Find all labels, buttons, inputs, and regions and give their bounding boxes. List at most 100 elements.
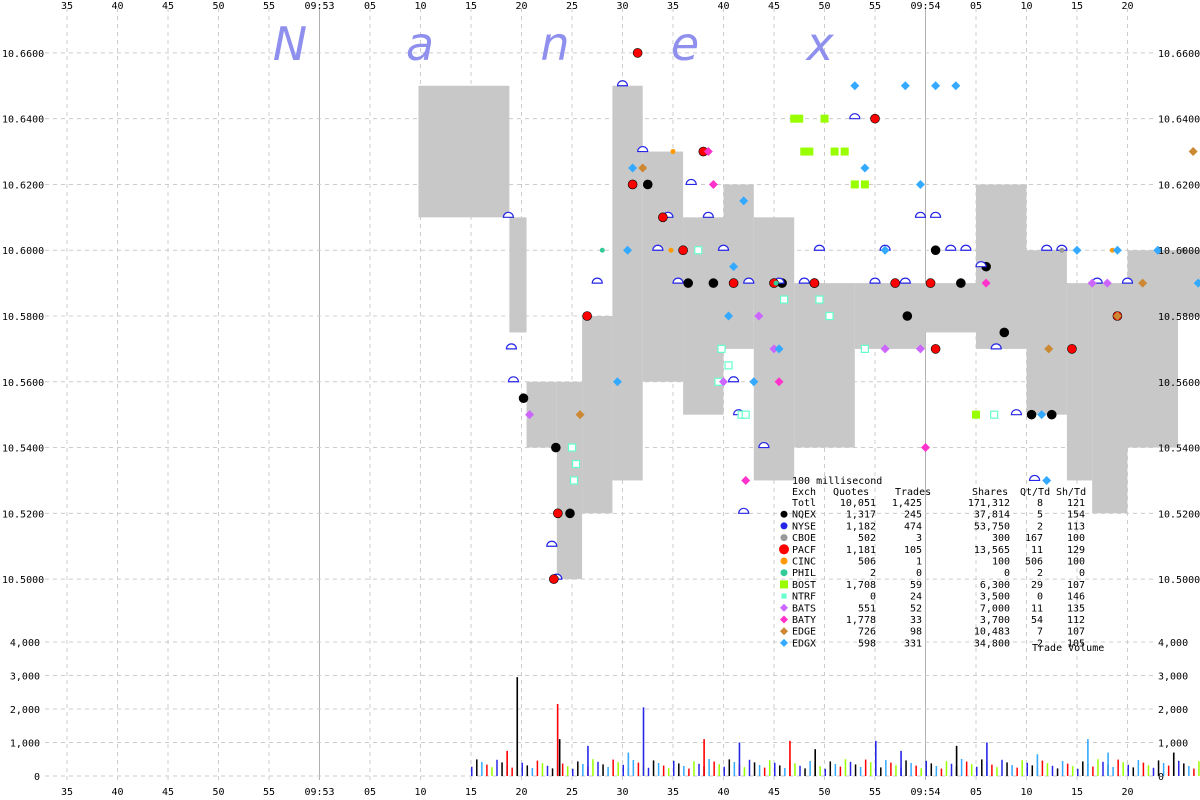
table-cell: 105 bbox=[904, 545, 922, 556]
table-cell: 1,317 bbox=[846, 510, 876, 521]
quote-point-nqex bbox=[565, 508, 575, 519]
x-tick-label-top: 35 bbox=[61, 1, 73, 12]
quote-point-ntrf bbox=[571, 459, 581, 469]
x-tick-label-bottom: 55 bbox=[263, 787, 275, 798]
quote-point-nqex bbox=[683, 278, 693, 288]
table-cell: 551 bbox=[858, 603, 876, 614]
volume-baseline-tick bbox=[945, 761, 948, 776]
quote-point-edge bbox=[1044, 344, 1054, 354]
volume-baseline-tick bbox=[471, 766, 473, 776]
volume-baseline-tick bbox=[758, 765, 761, 776]
table-cell: 100 bbox=[1067, 557, 1085, 568]
volume-baseline-tick bbox=[1001, 759, 1003, 776]
volume-baseline-tick bbox=[577, 761, 579, 776]
quote-point-ntrf bbox=[990, 410, 999, 419]
volume-baseline-tick bbox=[774, 762, 776, 776]
table-cell: 331 bbox=[904, 638, 922, 649]
quote-point-edgx bbox=[931, 81, 941, 91]
quote-point-edgx bbox=[1112, 245, 1122, 255]
table-cell: 1,708 bbox=[846, 580, 876, 591]
price-tick-label-right: 10.5800 bbox=[1158, 312, 1200, 323]
x-tick-label-bottom: 40 bbox=[717, 787, 729, 798]
quote-point-nyse bbox=[738, 507, 750, 514]
spread-bar bbox=[723, 184, 754, 349]
quote-point-edgx bbox=[623, 245, 633, 255]
volume-baseline-tick bbox=[1041, 760, 1044, 776]
quote-point-phil bbox=[599, 247, 605, 253]
x-tick-label-top: 50 bbox=[212, 1, 224, 12]
volume-baseline-tick bbox=[592, 759, 594, 776]
legend-marker-baty bbox=[780, 615, 788, 624]
volume-baseline-tick bbox=[617, 762, 619, 776]
quote-point-edgx bbox=[612, 377, 622, 387]
x-tick-label-top: 10 bbox=[1020, 1, 1032, 12]
table-cell: 2 bbox=[870, 568, 876, 579]
volume-baseline-tick bbox=[1046, 763, 1049, 776]
volume-baseline-tick bbox=[768, 760, 771, 776]
volume-bar bbox=[900, 750, 902, 776]
volume-baseline-tick bbox=[885, 760, 887, 776]
quote-point-edge bbox=[1188, 147, 1198, 157]
quote-point-nqex bbox=[1026, 409, 1037, 420]
table-cell: 7 bbox=[1037, 627, 1043, 638]
quote-point-nqex bbox=[902, 311, 913, 321]
table-cell: 54 bbox=[1031, 615, 1043, 626]
volume-baseline-tick bbox=[1167, 765, 1170, 776]
volume-baseline-tick bbox=[1026, 762, 1028, 776]
quote-point-cinc bbox=[1109, 247, 1115, 253]
x-tick-label-top: 09:53 bbox=[304, 1, 334, 12]
volume-baseline-tick bbox=[733, 762, 736, 776]
volume-baseline-tick bbox=[1127, 764, 1129, 776]
volume-baseline-tick bbox=[920, 768, 922, 776]
table-cell: 5 bbox=[1037, 510, 1043, 521]
volume-baseline-tick bbox=[784, 768, 786, 776]
price-tick-label-right: 10.5400 bbox=[1158, 444, 1200, 455]
x-tick-label-bottom: 20 bbox=[1121, 787, 1133, 798]
watermark-letter: n bbox=[540, 17, 569, 71]
quote-point-edgx bbox=[628, 163, 638, 173]
spread-bar bbox=[642, 151, 684, 382]
volume-baseline-tick bbox=[1031, 765, 1034, 776]
volume-baseline-tick bbox=[1077, 768, 1079, 776]
volume-baseline-tick bbox=[976, 766, 978, 776]
x-tick-label-top: 30 bbox=[616, 1, 628, 12]
x-tick-label-top: 40 bbox=[717, 1, 729, 12]
quote-point-edgx bbox=[1042, 475, 1052, 485]
volume-baseline-tick bbox=[844, 759, 847, 776]
volume-baseline-tick bbox=[1102, 761, 1104, 776]
quote-point-nyse bbox=[1041, 244, 1053, 251]
volume-baseline-tick bbox=[526, 765, 529, 776]
table-cell: 29 bbox=[1031, 580, 1043, 591]
quote-point-edgx bbox=[729, 262, 739, 272]
quote-point-bats bbox=[915, 344, 925, 354]
x-tick-label-top: 50 bbox=[818, 1, 830, 12]
table-cell: 245 bbox=[904, 510, 922, 521]
watermark-letter: a bbox=[406, 17, 434, 71]
price-tick-label-right: 10.6400 bbox=[1158, 115, 1200, 126]
x-tick-label-top: 25 bbox=[566, 1, 578, 12]
quote-point-edgx bbox=[724, 311, 734, 321]
volume-baseline-tick bbox=[1188, 766, 1190, 776]
volume-tick-label-right: 0 bbox=[1158, 772, 1164, 783]
volume-baseline-tick bbox=[501, 762, 503, 776]
table-cell: 2 bbox=[1037, 638, 1043, 649]
table-cell: 506 bbox=[1025, 557, 1043, 568]
quote-point-pacf bbox=[728, 278, 739, 288]
quote-point-nqex bbox=[518, 393, 529, 404]
volume-baseline-tick bbox=[839, 766, 842, 776]
quote-point-nqex bbox=[551, 442, 561, 453]
x-tick-label-bottom: 45 bbox=[162, 787, 174, 798]
table-cell: 1,182 bbox=[846, 521, 876, 532]
quote-point-baty bbox=[703, 147, 713, 157]
volume-baseline-tick bbox=[779, 765, 781, 776]
volume-baseline-tick bbox=[541, 763, 544, 776]
quote-point-nyse bbox=[616, 80, 629, 87]
table-cell: 0 bbox=[1037, 592, 1043, 603]
quote-point-bost bbox=[972, 410, 980, 419]
quote-point-ntrf bbox=[694, 246, 703, 255]
volume-bar bbox=[875, 740, 877, 776]
table-cell: 53,750 bbox=[974, 521, 1010, 532]
x-tick-label-top: 20 bbox=[515, 1, 527, 12]
price-tick-label-right: 10.5600 bbox=[1158, 378, 1200, 389]
